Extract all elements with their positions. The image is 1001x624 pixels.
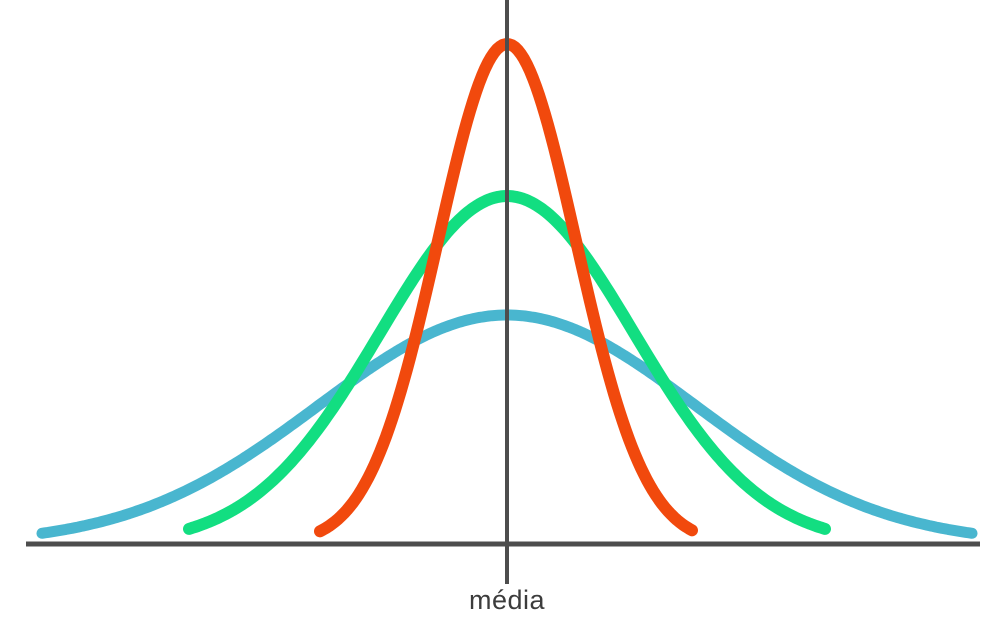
mean-label: média <box>468 585 546 615</box>
